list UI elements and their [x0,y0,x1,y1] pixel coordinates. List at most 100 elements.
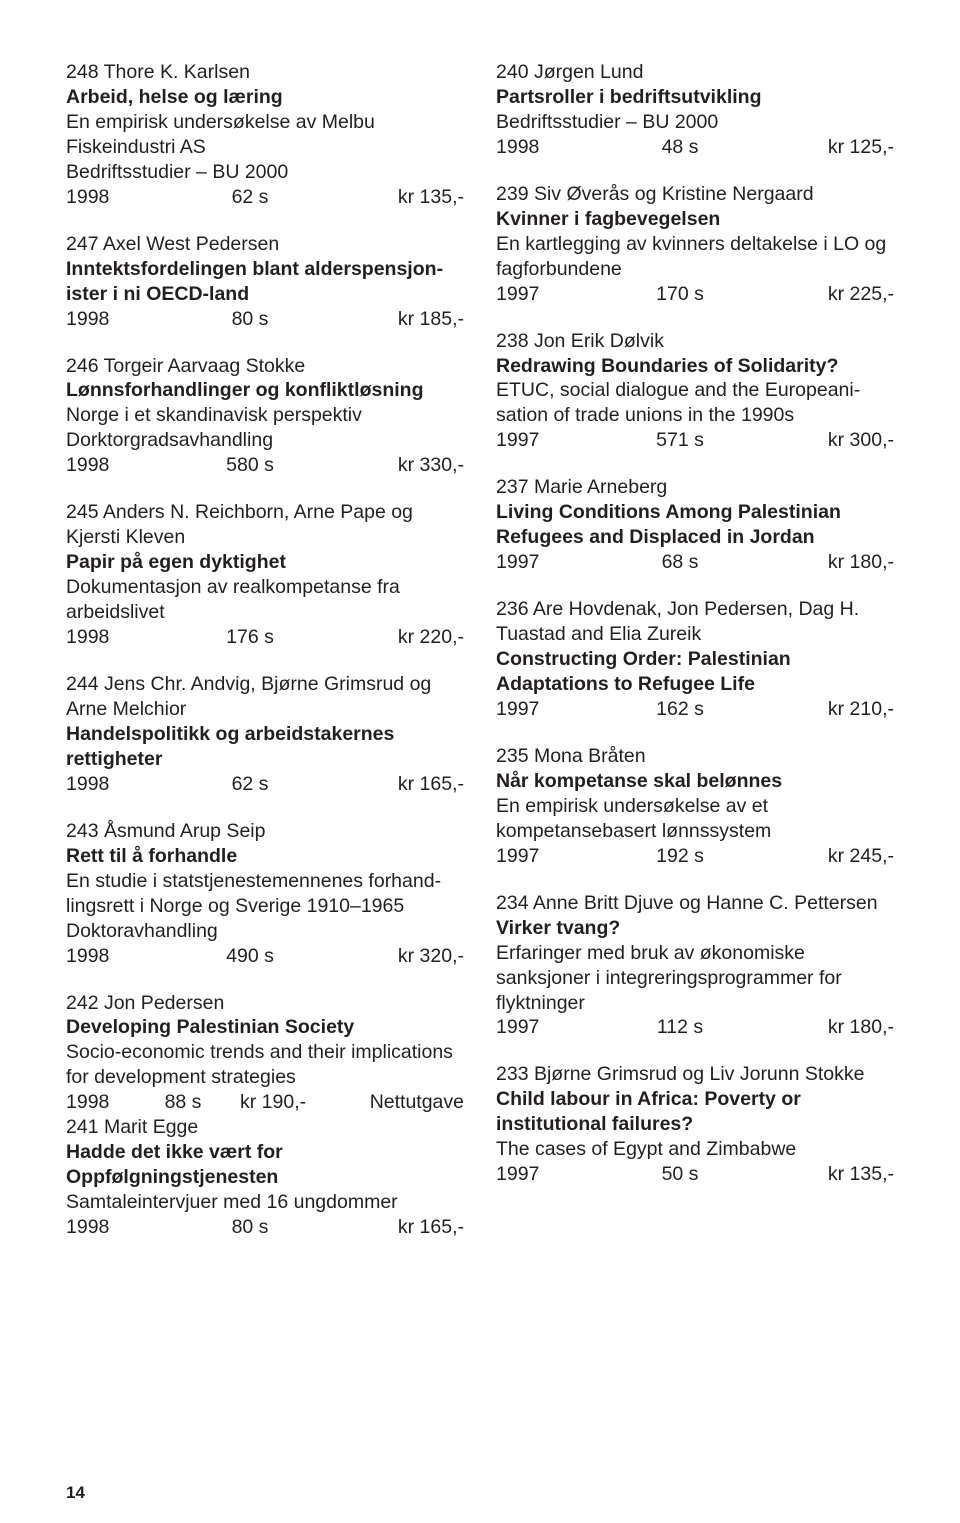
entry-price: kr 245,- [804,844,894,869]
entry-year: 1998 [66,307,126,332]
entry-subtitle: The cases of Egypt and Zimbabwe [496,1137,894,1162]
entry-year: 1997 [496,844,556,869]
entry-author: 237 Marie Arneberg [496,475,894,500]
entry-pages: 62 s [126,185,374,210]
entry-title: Papir på egen dyktighet [66,550,464,575]
entry-price: kr 135,- [804,1162,894,1187]
entry-year: 1997 [496,282,556,307]
publication-entry: 245 Anders N. Reichborn, Arne Pape og Kj… [66,500,464,650]
entry-author: 246 Torgeir Aarvaag Stokke [66,354,464,379]
publication-entry: 235 Mona BråtenNår kompetanse skal beløn… [496,744,894,869]
entry-subtitle: En studie i statstjenestemennenes forhan… [66,869,464,919]
entry-subtitle: ETUC, social dialogue and the Europeani­… [496,378,894,428]
entry-subtitle: Socio-economic trends and their implicat… [66,1040,464,1090]
entry-price: kr 180,- [804,1015,894,1040]
entry-price: kr 190,- [240,1090,354,1115]
entry-author: 247 Axel West Pedersen [66,232,464,257]
entry-title: Living Conditions Among Palestinian Refu… [496,500,894,550]
entry-price: kr 185,- [374,307,464,332]
entry-pages: 80 s [126,1215,374,1240]
entry-title: Redrawing Boundaries of Solidarity? [496,354,894,379]
entry-author: 243 Åsmund Arup Seip [66,819,464,844]
entry-meta-row: 1998490 skr 320,- [66,944,464,969]
entry-year: 1997 [496,428,556,453]
entry-pages: 88 s [126,1090,240,1115]
publication-entry: 233 Bjørne Grimsrud og Liv Jorunn Stokke… [496,1062,894,1187]
entry-year: 1998 [66,1215,126,1240]
publication-entry: 234 Anne Britt Djuve og Hanne C. Petters… [496,891,894,1041]
entry-author: 234 Anne Britt Djuve og Hanne C. Petters… [496,891,894,916]
entry-title: Inntektsfordelingen blant alderspensjon­… [66,257,464,307]
right-column: 240 Jørgen LundPartsroller i bedriftsutv… [496,60,894,1262]
page-content: 248 Thore K. KarlsenArbeid, helse og lær… [0,0,960,1302]
entry-meta-row: 199750 skr 135,- [496,1162,894,1187]
entry-subtitle: Bedriftsstudier – BU 2000 [496,110,894,135]
entry-title: Partsroller i bedriftsutvikling [496,85,894,110]
entry-price: kr 135,- [374,185,464,210]
entry-author: 238 Jon Erik Dølvik [496,329,894,354]
entry-author: 240 Jørgen Lund [496,60,894,85]
entry-price: kr 165,- [374,1215,464,1240]
entry-meta-row: 199880 skr 165,- [66,1215,464,1240]
entry-meta-row: 199768 skr 180,- [496,550,894,575]
entry-meta-row: 199848 skr 125,- [496,135,894,160]
entry-meta-row: 1997571 skr 300,- [496,428,894,453]
entry-pages: 112 s [556,1015,804,1040]
entry-year: 1998 [66,1090,126,1115]
entry-subtitle: Erfaringer med bruk av økonomiske sanksj… [496,941,894,1016]
entry-meta-row: 1997112 skr 180,- [496,1015,894,1040]
entry-subtitle: En kartlegging av kvinners deltakelse i … [496,232,894,282]
publication-entry: 243 Åsmund Arup SeipRett til å forhandle… [66,819,464,969]
entry-pages: 62 s [126,772,374,797]
entry-meta-row: 199862 skr 165,- [66,772,464,797]
page-number: 14 [66,1483,85,1503]
entry-author: 245 Anders N. Reichborn, Arne Pape og Kj… [66,500,464,550]
entry-price: kr 210,- [804,697,894,722]
entry-author: 242 Jon Pedersen [66,991,464,1016]
entry-author: 233 Bjørne Grimsrud og Liv Jorunn Stokke [496,1062,894,1087]
entry-price: kr 165,- [374,772,464,797]
entry-pages: 80 s [126,307,374,332]
entry-pages: 571 s [556,428,804,453]
entry-subtitle: Bedriftsstudier – BU 2000 [66,160,464,185]
entry-author: 244 Jens Chr. Andvig, Bjørne Grimsrud og… [66,672,464,722]
entry-meta-row: 199880 skr 185,- [66,307,464,332]
entry-pages: 170 s [556,282,804,307]
entry-title: Virker tvang? [496,916,894,941]
entry-subtitle: Doktoravhandling [66,919,464,944]
entry-year: 1998 [66,185,126,210]
entry-price: kr 225,- [804,282,894,307]
publication-entry: 236 Are Hovdenak, Jon Pedersen, Dag H. T… [496,597,894,722]
entry-year: 1997 [496,550,556,575]
entry-subtitle: Samtaleintervjuer med 16 ungdommer [66,1190,464,1215]
entry-subtitle: Fiskeindustri AS [66,135,464,160]
entry-price: kr 220,- [374,625,464,650]
entry-author: 248 Thore K. Karlsen [66,60,464,85]
entry-pages: 68 s [556,550,804,575]
entry-meta-row: 1998176 skr 220,- [66,625,464,650]
entry-subtitle: Dorktorgradsavhandling [66,428,464,453]
entry-pages: 192 s [556,844,804,869]
entry-author: 236 Are Hovdenak, Jon Pedersen, Dag H. T… [496,597,894,647]
entry-pages: 162 s [556,697,804,722]
entry-note: Nettutgave [354,1090,464,1115]
entry-subtitle: En empirisk undersøkelse av Melbu [66,110,464,135]
entry-price: kr 300,- [804,428,894,453]
publication-entry: 237 Marie ArnebergLiving Conditions Amon… [496,475,894,575]
publication-entry: 244 Jens Chr. Andvig, Bjørne Grimsrud og… [66,672,464,797]
entry-subtitle: En empirisk undersøkelse av et kompetans… [496,794,894,844]
entry-author: 235 Mona Bråten [496,744,894,769]
entry-price: kr 180,- [804,550,894,575]
entry-title: Lønnsforhandlinger og konfliktløsning [66,378,464,403]
entry-year: 1998 [66,625,126,650]
publication-entry: 247 Axel West PedersenInntektsfordelinge… [66,232,464,332]
entry-year: 1998 [66,453,126,478]
entry-title: Når kompetanse skal belønnes [496,769,894,794]
entry-title: Developing Palestinian Society [66,1015,464,1040]
entry-year: 1998 [66,772,126,797]
entry-year: 1997 [496,1162,556,1187]
entry-author: 241 Marit Egge [66,1115,464,1140]
entry-meta-row: 1997170 skr 225,- [496,282,894,307]
entry-title: Hadde det ikke vært for Oppfølgningstjen… [66,1140,464,1190]
publication-entry: 239 Siv Øverås og Kristine NergaardKvinn… [496,182,894,307]
